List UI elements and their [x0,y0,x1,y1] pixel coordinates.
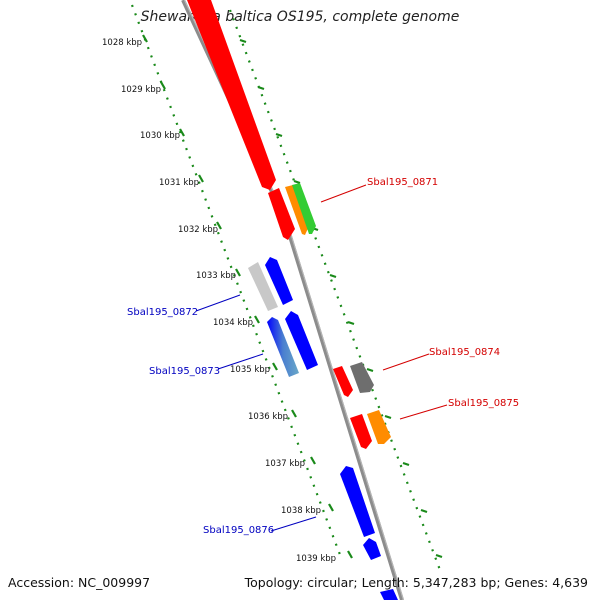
gene-feature [285,185,309,235]
kbp-label: 1028 kbp [102,38,142,48]
kbp-label: 1035 kbp [230,365,270,375]
gene-feature [367,410,391,444]
kbp-label: 1033 kbp [196,271,236,281]
outer-tick-track [228,9,442,571]
gene-label: Sbal195_0871 [367,177,438,188]
gene-label: Sbal195_0874 [429,347,500,358]
genome-summary-text: Topology: circular; Length: 5,347,283 bp… [244,575,588,590]
kbp-label: 1031 kbp [159,178,199,188]
gene-feature [350,414,372,449]
gene-feature [380,589,398,600]
gene-feature [333,366,353,397]
gene-feature [363,538,381,560]
kbp-label: 1036 kbp [248,412,288,422]
gene-feature [350,362,374,393]
gene-feature [267,317,299,377]
reverse-gene-callouts: Sbal195_0872 Sbal195_0873 Sbal195_0876 [127,294,317,536]
gene-label: Sbal195_0872 [127,307,198,318]
kbp-label: 1030 kbp [140,131,180,141]
kbp-label: 1039 kbp [296,554,336,564]
gene-feature [340,466,375,537]
gene-label: Sbal195_0875 [448,398,519,409]
kbp-label: 1037 kbp [265,459,305,469]
forward-genes [187,0,391,449]
gene-feature [285,311,318,370]
forward-gene-callouts: Sbal195_0871 Sbal195_0874 Sbal195_0875 [320,177,519,420]
gene-feature [187,0,276,190]
kbp-labels: 1028 kbp 1029 kbp 1030 kbp 1031 kbp 1032… [102,38,336,564]
map-title: Shewanella baltica OS195, complete genom… [140,9,460,25]
gene-feature [292,183,316,234]
kbp-label: 1032 kbp [178,225,218,235]
inner-major-ticks [142,34,353,559]
kbp-label: 1034 kbp [213,318,253,328]
gene-label: Sbal195_0873 [149,366,220,377]
accession-text: Accession: NC_009997 [8,575,151,590]
gene-feature [265,257,293,305]
gene-feature [268,188,295,240]
gene-label: Sbal195_0876 [203,525,274,536]
kbp-label: 1029 kbp [121,85,161,95]
gene-feature [248,262,278,311]
reverse-genes [248,257,398,600]
kbp-label: 1038 kbp [281,506,321,516]
